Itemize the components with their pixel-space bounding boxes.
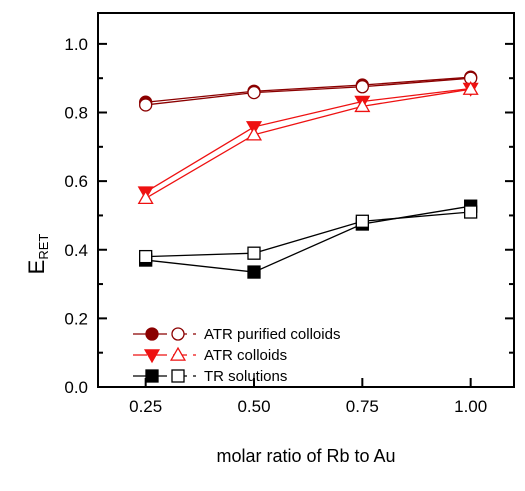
x-tick-label: 0.50: [237, 397, 270, 416]
series-line-solid: [145, 76, 471, 103]
y-tick-label: 0.0: [64, 378, 88, 397]
x-tick-label: 0.25: [129, 397, 162, 416]
y-axis-ticks: 0.0 0.2 0.4 0.6 0.8 1.0: [64, 35, 514, 397]
data-point-open: [247, 85, 261, 100]
data-point-open: [462, 80, 479, 95]
legend-item: TR solutions: [133, 368, 287, 385]
series-group: [139, 70, 478, 112]
y-tick-label: 1.0: [64, 35, 88, 54]
data-point-open: [139, 249, 153, 264]
legend-marker-open: [171, 369, 185, 383]
y-tick-label: 0.6: [64, 172, 88, 191]
y-tick-label: 0.4: [64, 241, 88, 260]
data-point-open: [247, 246, 261, 260]
series-line-open: [145, 77, 471, 106]
data-point-open: [355, 214, 369, 228]
y-axis-title: ERET: [24, 234, 51, 275]
data-point-open: [354, 98, 371, 113]
x-tick-label: 1.00: [454, 397, 487, 416]
series-line-solid: [145, 205, 471, 273]
data-point-open: [464, 205, 478, 219]
plot-frame: [97, 12, 515, 388]
y-tick-label: 0.8: [64, 104, 88, 123]
legend-label: ATR colloids: [204, 347, 287, 364]
legend-marker-open: [171, 327, 185, 341]
x-axis-ticks: 0.25 0.50 0.75 1.00: [129, 378, 487, 416]
y-axis-title-sub: RET: [36, 234, 51, 260]
data-point-open: [137, 190, 154, 205]
legend-item: ATR colloids: [133, 346, 287, 364]
legend-item: ATR purified colloids: [133, 326, 340, 343]
legend-marker-solid: [145, 369, 159, 383]
data-point-solid: [247, 265, 261, 279]
y-axis-title-main: E: [24, 260, 49, 275]
series-line-open: [145, 88, 471, 199]
data-point-open: [245, 126, 263, 141]
legend-marker-open: [169, 346, 187, 361]
x-axis-title: molar ratio of Rb to Au: [216, 446, 395, 466]
series-line-solid: [145, 87, 471, 193]
data-point-open: [355, 80, 369, 94]
y-tick-label: 0.2: [64, 309, 88, 328]
legend: ATR purified colloids ATR colloids TR solu…: [133, 326, 340, 385]
legend-label: ATR purified colloids: [204, 326, 340, 343]
series-line-open: [145, 211, 471, 258]
legend-marker-solid: [143, 349, 161, 364]
series-layer: [137, 70, 479, 279]
x-tick-label: 0.75: [346, 397, 379, 416]
legend-marker-solid: [145, 327, 159, 341]
series-group: [139, 199, 478, 279]
series-group: [137, 80, 479, 205]
data-point-open: [139, 98, 153, 112]
legend-label: TR solutions: [204, 368, 287, 385]
